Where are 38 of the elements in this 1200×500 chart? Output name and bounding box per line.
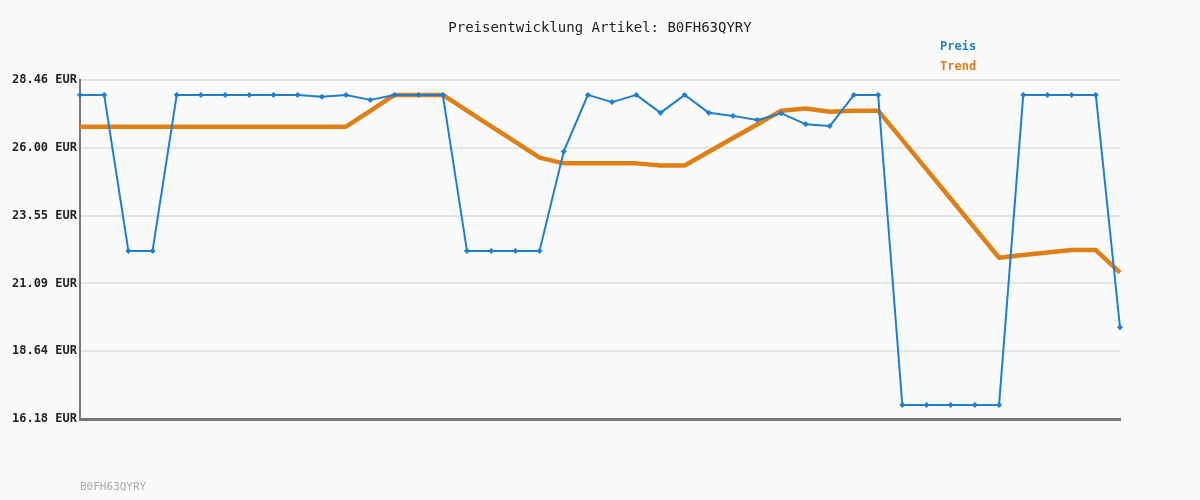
point	[633, 91, 640, 98]
point	[1044, 91, 1051, 98]
point	[802, 121, 809, 128]
point	[1117, 324, 1123, 331]
point	[173, 91, 180, 98]
y-tick-label: 21.09 EUR	[11, 275, 78, 290]
text: Preis	[940, 39, 977, 54]
point	[609, 99, 616, 106]
point	[730, 112, 737, 119]
point	[367, 96, 374, 103]
point	[705, 109, 712, 116]
point	[850, 91, 857, 98]
point	[681, 91, 688, 98]
point	[923, 401, 930, 408]
y-tick-label: 16.18 EUR	[11, 411, 78, 426]
point	[657, 109, 664, 116]
text: Trend	[940, 59, 977, 74]
point	[343, 91, 350, 98]
y-tick-label: 18.64 EUR	[11, 343, 78, 358]
point	[318, 93, 325, 100]
point	[826, 123, 833, 130]
point	[875, 91, 882, 98]
point	[270, 91, 277, 98]
point	[996, 401, 1003, 408]
text: B0FH63QYRY	[80, 479, 147, 493]
y-tick-label: 23.55 EUR	[11, 207, 78, 222]
point	[101, 91, 108, 98]
y-tick-label: 28.46 EUR	[11, 72, 78, 87]
chart-title: Preisentwicklung Artikel: B0FH63QYRY	[448, 18, 753, 35]
point	[584, 91, 591, 98]
y-tick-label: 26.00 EUR	[11, 140, 78, 155]
point	[463, 247, 470, 254]
point	[77, 91, 83, 98]
point	[536, 247, 543, 254]
point	[778, 110, 785, 117]
point	[560, 148, 567, 155]
point	[754, 117, 761, 124]
point	[149, 247, 156, 254]
